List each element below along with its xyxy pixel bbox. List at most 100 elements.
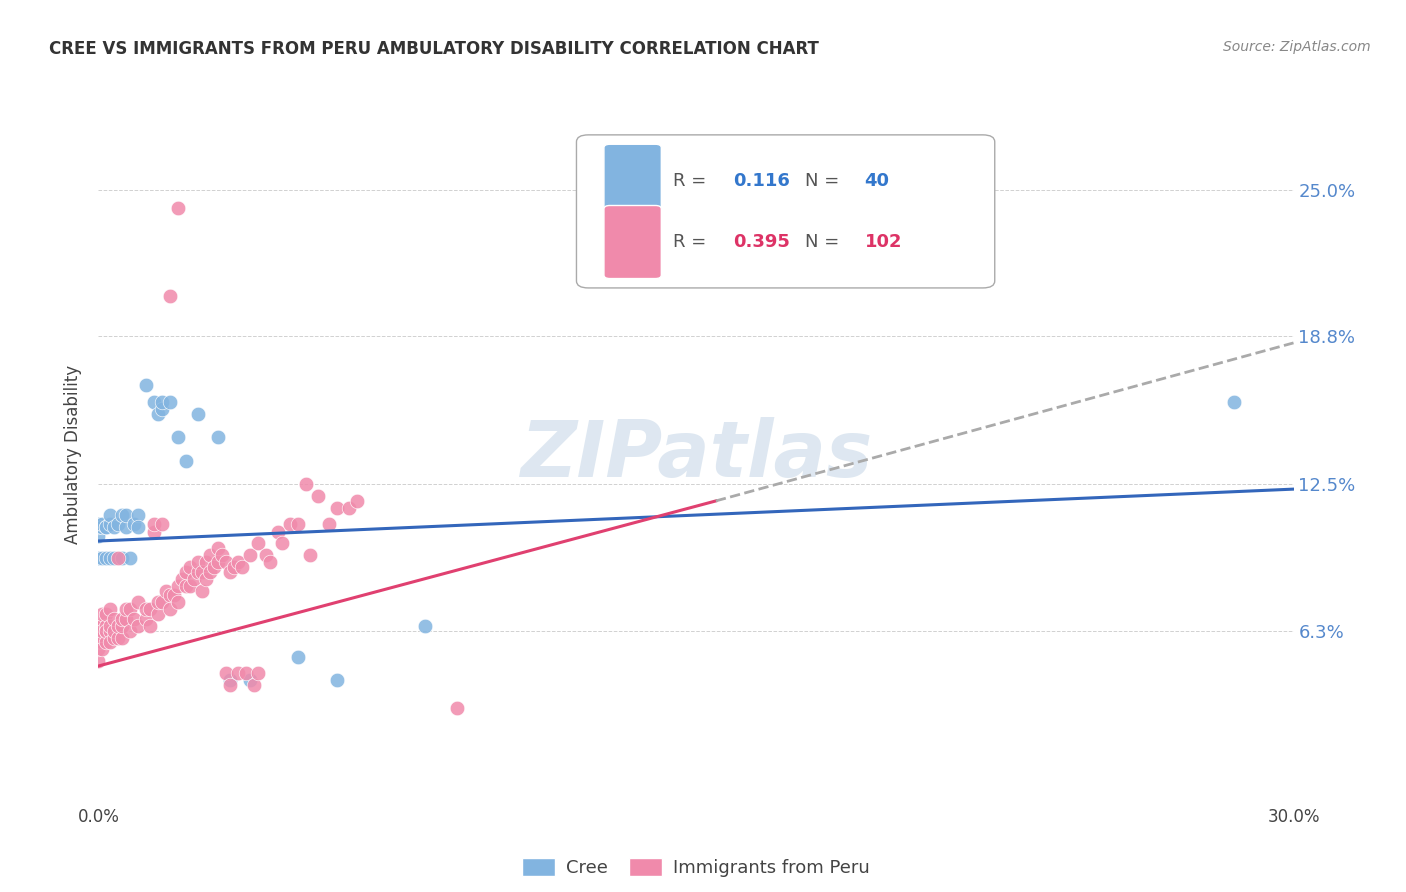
- FancyBboxPatch shape: [605, 205, 661, 278]
- Point: [179, 579, 201, 593]
- Point: [124, 517, 146, 532]
- Point: [167, 579, 190, 593]
- Point: [100, 602, 122, 616]
- Point: [127, 619, 149, 633]
- Point: [120, 624, 142, 638]
- Point: [339, 500, 360, 515]
- Point: [187, 407, 209, 421]
- Point: [91, 517, 114, 532]
- Point: [96, 607, 118, 621]
- Text: N =: N =: [804, 172, 845, 190]
- Point: [254, 548, 277, 562]
- Point: [287, 517, 309, 532]
- Point: [127, 508, 149, 522]
- Point: [179, 560, 201, 574]
- Point: [91, 520, 114, 534]
- Text: 40: 40: [865, 172, 890, 190]
- Point: [91, 624, 114, 638]
- Point: [87, 520, 110, 534]
- Point: [143, 517, 166, 532]
- Point: [135, 602, 157, 616]
- Point: [413, 619, 436, 633]
- Point: [103, 520, 125, 534]
- Point: [100, 635, 122, 649]
- Point: [259, 555, 281, 569]
- Point: [167, 430, 190, 444]
- Point: [91, 607, 114, 621]
- Point: [167, 595, 190, 609]
- Point: [91, 642, 114, 657]
- Point: [87, 550, 110, 565]
- Point: [87, 642, 110, 657]
- Point: [150, 595, 173, 609]
- Text: N =: N =: [804, 233, 845, 251]
- Point: [115, 612, 138, 626]
- Point: [159, 395, 181, 409]
- Point: [100, 550, 122, 565]
- Point: [202, 560, 225, 574]
- Point: [143, 524, 166, 539]
- Point: [96, 635, 118, 649]
- Point: [163, 588, 186, 602]
- Point: [215, 666, 238, 681]
- Point: [124, 612, 146, 626]
- Point: [100, 508, 122, 522]
- Point: [100, 517, 122, 532]
- Point: [96, 619, 118, 633]
- Point: [103, 550, 125, 565]
- Point: [111, 619, 134, 633]
- Point: [87, 631, 110, 645]
- Point: [267, 524, 290, 539]
- Point: [278, 517, 301, 532]
- Point: [87, 631, 110, 645]
- Point: [107, 619, 129, 633]
- Point: [87, 654, 110, 668]
- Point: [1222, 395, 1246, 409]
- Point: [294, 477, 316, 491]
- Text: CREE VS IMMIGRANTS FROM PERU AMBULATORY DISABILITY CORRELATION CHART: CREE VS IMMIGRANTS FROM PERU AMBULATORY …: [49, 40, 820, 58]
- Point: [91, 635, 114, 649]
- Point: [91, 619, 114, 633]
- FancyBboxPatch shape: [605, 145, 661, 218]
- Point: [148, 607, 170, 621]
- Point: [91, 550, 114, 565]
- Point: [207, 541, 229, 555]
- Point: [326, 500, 349, 515]
- Point: [222, 560, 245, 574]
- Point: [91, 624, 114, 638]
- Point: [307, 489, 329, 503]
- Point: [287, 649, 309, 664]
- Point: [219, 678, 242, 692]
- Text: 102: 102: [865, 233, 903, 251]
- Point: [239, 548, 262, 562]
- Point: [87, 517, 110, 532]
- Point: [135, 612, 157, 626]
- Point: [111, 612, 134, 626]
- Point: [187, 555, 209, 569]
- Point: [446, 701, 468, 715]
- Point: [96, 520, 118, 534]
- Point: [107, 517, 129, 532]
- Point: [111, 550, 134, 565]
- Point: [87, 624, 110, 638]
- Point: [246, 536, 269, 550]
- Text: 0.116: 0.116: [733, 172, 790, 190]
- Point: [107, 550, 129, 565]
- Point: [226, 666, 249, 681]
- Point: [87, 619, 110, 633]
- Point: [150, 395, 173, 409]
- Text: Source: ZipAtlas.com: Source: ZipAtlas.com: [1223, 40, 1371, 54]
- Point: [96, 624, 118, 638]
- Point: [100, 619, 122, 633]
- FancyBboxPatch shape: [576, 135, 995, 288]
- Point: [191, 565, 214, 579]
- Text: 0.395: 0.395: [733, 233, 790, 251]
- Point: [191, 583, 214, 598]
- Point: [174, 454, 197, 468]
- Point: [103, 631, 125, 645]
- Point: [135, 378, 157, 392]
- Point: [127, 520, 149, 534]
- Point: [298, 548, 321, 562]
- Point: [235, 666, 257, 681]
- Point: [159, 588, 181, 602]
